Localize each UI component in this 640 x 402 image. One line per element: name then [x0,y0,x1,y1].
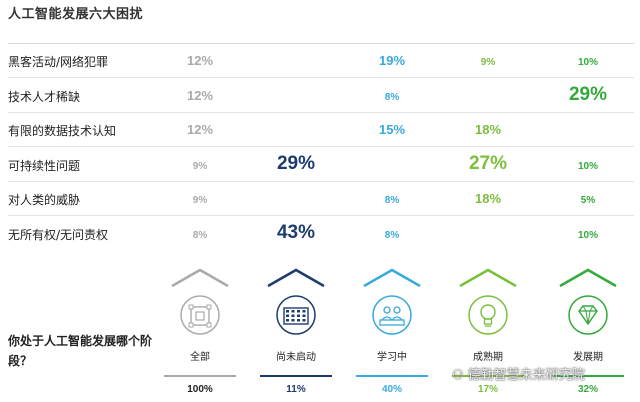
stage-percent: 32% [577,384,599,395]
stage-bar [356,375,428,377]
value-label: 19% [378,53,406,68]
watermark: ⚇ 德勤智慧未来研究院 [452,364,585,383]
value-label: 9% [192,160,208,172]
wechat-icon: ⚇ [452,368,468,383]
value-label: 9% [192,195,208,206]
stage-label: 尚未启动 [276,352,316,363]
frame-icon [171,268,229,335]
stage-percent: 17% [477,384,499,395]
stage-percent: 100% [187,384,213,395]
value-label: 27% [468,152,508,174]
stage-bar [164,375,236,377]
value-label: 10% [577,229,599,241]
row-label: 无所有权/无问责权 [8,227,109,242]
value-label: 43% [276,221,316,243]
value-label: 12% [186,53,214,68]
row-label: 有限的数据技术认知 [8,124,117,138]
row-divider [8,111,634,113]
row-divider [8,77,634,78]
stage-1: 尚未启动 11% [260,268,332,402]
value-label: 29% [568,83,608,105]
diamond-icon [559,268,617,335]
value-label: 15% [378,122,406,137]
value-label: 18% [474,191,502,206]
lightbulb-icon [459,268,517,335]
value-label: 8% [384,195,400,206]
row-divider [8,215,634,216]
stage-3: 成熟期 17% [452,268,524,402]
value-label: 8% [384,229,400,241]
row-divider [8,146,634,147]
value-label: 12% [186,122,214,137]
table-row: 可持续性问题 9% 29% 27% 10% [0,148,640,182]
table-row: 对人类的威胁 9% 8% 18% 5% [0,182,640,216]
stage-0: 全部 100% [164,268,236,402]
chart-title: 人工智能发展六大困扰 [8,7,144,22]
value-label: 10% [577,160,599,172]
stage-bar [452,375,524,377]
value-label: 29% [276,152,316,174]
row-label: 对人类的威胁 [8,193,81,207]
table-row: 技术人才稀缺 12% 8% 29% [0,79,640,113]
stage-label: 全部 [190,352,210,363]
stage-bar [260,375,332,377]
stage-bar [552,375,624,377]
value-label: 12% [186,87,214,103]
value-label: 10% [577,57,599,68]
stage-4: 发展期 32% [552,268,624,402]
stage-question: 你处于人工智能发展哪个阶段？ [8,334,153,368]
table-row: 无所有权/无问责权 8% 43% 8% 10% [0,217,640,250]
value-label: 8% [192,229,208,241]
watermark-text: 德勤智慧未来研究院 [467,368,585,383]
table-row: 有限的数据技术认知 12% 15% 18% [0,113,640,147]
stage-percent: 11% [286,384,306,395]
stage-label: 学习中 [377,352,407,363]
row-label: 黑客活动/网络犯罪 [8,55,109,69]
stage-label: 发展期 [573,352,603,363]
value-label: 9% [480,57,496,68]
stage-label: 成熟期 [473,352,503,363]
row-divider [8,180,634,182]
top-divider [8,43,634,44]
grid-icon [267,268,325,335]
stage-percent: 40% [381,384,403,395]
row-label: 可持续性问题 [8,158,81,173]
value-label: 18% [474,122,502,137]
stage-2: 学习中 40% [356,268,428,402]
value-label: 5% [580,195,596,206]
value-label: 8% [384,91,400,103]
table-row: 黑客活动/网络犯罪 12% 19% 9% 10% [0,44,640,78]
people-icon [363,268,421,335]
row-label: 技术人才稀缺 [8,89,81,104]
